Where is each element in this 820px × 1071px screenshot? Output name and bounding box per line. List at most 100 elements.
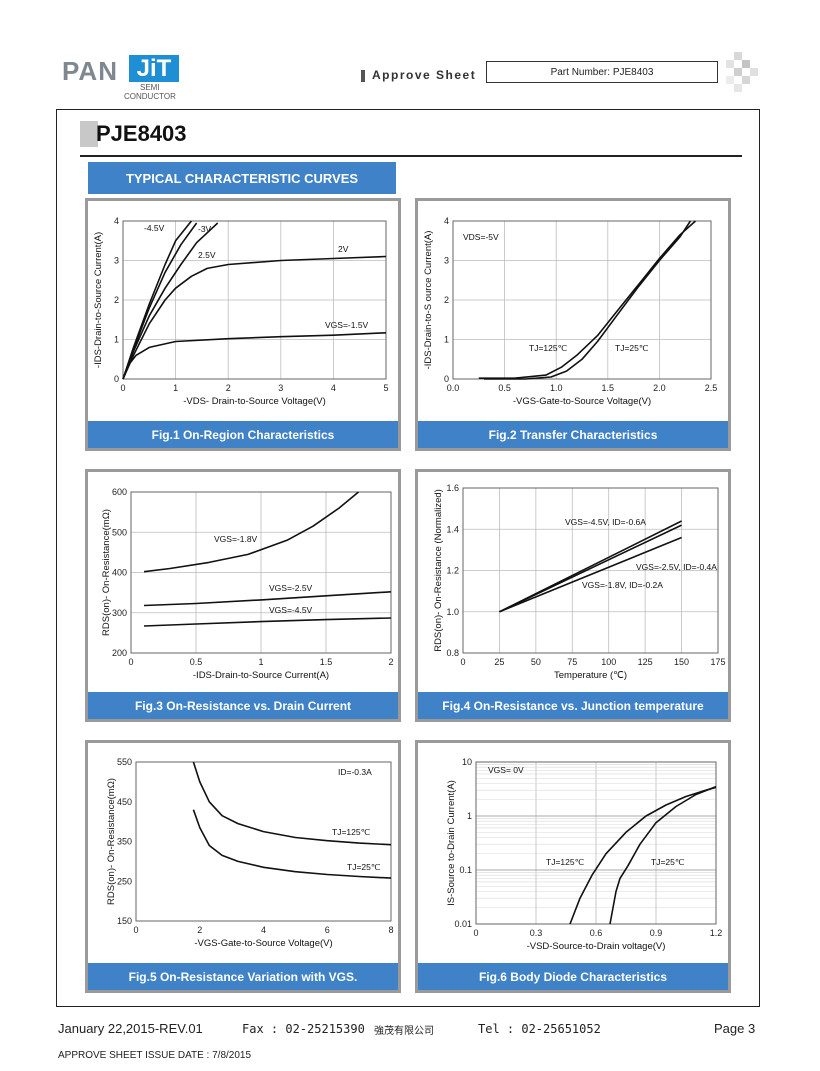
x-tick-label: 6 [325, 925, 330, 935]
chart-fig4-rdson-vs-temp: 0 25 50 75 100 125 150 175 0.8 1.0 1.2 1.4 1.6 Temper… [433, 483, 726, 681]
x-tick-label: 1.5 [320, 657, 333, 667]
y-tick-label: 3 [444, 256, 449, 266]
page-title: PJE8403 [96, 121, 187, 146]
curve-label: 2V [338, 244, 349, 254]
x-tick-label: 0 [460, 657, 465, 667]
plot-area-frame [452, 220, 712, 380]
series-line [478, 220, 697, 379]
x-tick-label: 0.9 [650, 928, 663, 938]
footer-fax: Fax : 02-25215390 [242, 1022, 365, 1036]
y-tick-label: 200 [112, 648, 127, 658]
footer-issue-date: APPROVE SHEET ISSUE DATE : 7/8/2015 [58, 1050, 252, 1061]
curve-label: VGS=-4.5V [269, 605, 313, 615]
curve-label: TJ=25℃ [615, 343, 649, 353]
footer-tel: Tel : 02-25651052 [478, 1022, 601, 1036]
x-tick-label: 0 [128, 657, 133, 667]
x-tick-label: 2 [197, 925, 202, 935]
series-line [143, 617, 392, 627]
x-tick-label: 2.0 [653, 383, 666, 393]
y-tick-label: 0.8 [446, 648, 459, 658]
logo-pan-text: PAN [62, 56, 118, 86]
x-tick-label: 1 [258, 657, 263, 667]
figure-6: 0 0.3 0.6 0.9 1.2 0.01 0.1 1 10 -VSD-Source-to-Dr… [415, 740, 731, 993]
x-tick-label: 2 [388, 657, 393, 667]
x-tick-label: 0 [473, 928, 478, 938]
curve-label: 2.5V [198, 250, 216, 260]
curve-label: VGS=-1.5V [325, 320, 369, 330]
curve-label: VGS=-1.8V [214, 534, 258, 544]
curve-label: TJ=125℃ [332, 827, 371, 837]
x-tick-label: 0.3 [530, 928, 543, 938]
footer-date-rev: January 22,2015-REV.01 [58, 1021, 203, 1036]
x-tick-label: 0.5 [498, 383, 511, 393]
plot-area-frame [135, 761, 392, 922]
y-tick-label: 350 [117, 837, 132, 847]
x-tick-label: 0.6 [590, 928, 603, 938]
series-line [122, 222, 219, 380]
approve-marker [361, 70, 365, 82]
figure-caption: Fig.6 Body Diode Characteristics [418, 963, 728, 990]
plot-area-frame [122, 220, 387, 380]
figure-1: 0 1 2 3 4 5 0 1 2 3 4 -VDS- Drain-to-Source Voltage… [85, 198, 401, 451]
x-tick-label: 1.5 [602, 383, 615, 393]
curve-label: VGS= 0V [488, 765, 524, 775]
y-tick-label: 250 [117, 876, 132, 886]
x-tick-label: 4 [331, 383, 336, 393]
y-axis-title: -IDS-Drain-to-S ource Current(A) [423, 231, 434, 370]
curve-label: TJ=25℃ [651, 857, 685, 867]
series-line [143, 591, 392, 607]
curve-label: VGS=-2.5V [269, 583, 313, 593]
y-tick-label: 0.1 [459, 865, 472, 875]
figure-4: 0 25 50 75 100 125 150 175 0.8 1.0 1.2 1.4 1.6 Temper… [415, 469, 731, 722]
checker-decoration-icon [726, 52, 758, 92]
x-axis-title: -VGS-Gate-to-Source Voltage(V) [513, 396, 651, 407]
series-line [609, 785, 717, 925]
y-tick-label: 300 [112, 608, 127, 618]
chart-fig6-body-diode: 0 0.3 0.6 0.9 1.2 0.01 0.1 1 10 -VSD-Source-to-Dr… [446, 757, 722, 952]
chart-fig1-on-region: 0 1 2 3 4 5 0 1 2 3 4 -VDS- Drain-to-Source Voltage… [93, 216, 389, 407]
chart-fig5-rdson-vs-vgs: 0 2 4 6 8 150 250 350 450 550 -VGS-Gate-to-Source … [106, 757, 394, 949]
y-tick-label: 550 [117, 757, 132, 767]
y-tick-label: 1.0 [446, 607, 459, 617]
x-tick-label: 4 [261, 925, 266, 935]
curve-label: -3V [198, 224, 212, 234]
x-tick-label: 0 [133, 925, 138, 935]
y-tick-label: 4 [444, 216, 449, 226]
x-axis-title: -VGS-Gate-to-Source Voltage(V) [194, 938, 332, 949]
series-line [192, 761, 392, 846]
y-tick-label: 0.01 [454, 919, 472, 929]
x-tick-label: 2 [226, 383, 231, 393]
x-tick-label: 175 [710, 657, 725, 667]
y-tick-label: 500 [112, 527, 127, 537]
curve-label: ID=-0.3A [338, 767, 372, 777]
part-number-box: Part Number: PJE8403 [486, 61, 718, 83]
x-tick-label: 0.0 [447, 383, 460, 393]
y-tick-label: 450 [117, 797, 132, 807]
section-banner: TYPICAL CHARACTERISTIC CURVES [88, 162, 396, 194]
figure-3: 0 0.5 1 1.5 2 200 300 400 500 600 -IDS-Drain-to-So… [85, 469, 401, 722]
chart-fig2-transfer: 0.0 0.5 1.0 1.5 2.0 2.5 0 1 2 3 4 -VGS-Gate-to-Sour… [423, 216, 717, 407]
y-tick-label: 2 [444, 295, 449, 305]
x-tick-label: 0 [120, 383, 125, 393]
series-line [569, 786, 717, 925]
x-tick-label: 1 [173, 383, 178, 393]
figure-5: 0 2 4 6 8 150 250 350 450 550 -VGS-Gate-to-Source … [85, 740, 401, 993]
y-tick-label: 1 [114, 335, 119, 345]
y-axis-title: RDS(on)- On-Resistance(mΩ) [101, 509, 112, 636]
figure-2: 0.0 0.5 1.0 1.5 2.0 2.5 0 1 2 3 4 -VGS-Gate-to-Sour… [415, 198, 731, 451]
x-tick-label: 50 [531, 657, 541, 667]
y-tick-label: 10 [462, 757, 472, 767]
curve-label: VGS=-4.5V, ID=-0.6A [565, 517, 646, 527]
plot-area-frame [462, 487, 719, 654]
x-tick-label: 1.0 [550, 383, 563, 393]
logo-jit-text: JiT [129, 55, 179, 82]
series-line [499, 536, 682, 613]
x-axis-title: -IDS-Drain-to-Source Current(A) [193, 670, 329, 681]
chart-fig3-rdson-vs-id: 0 0.5 1 1.5 2 200 300 400 500 600 -IDS-Drain-to-So… [101, 487, 394, 681]
content-frame [56, 109, 760, 1007]
y-tick-label: 600 [112, 487, 127, 497]
curve-label: -4.5V [144, 223, 165, 233]
y-tick-label: 0 [444, 374, 449, 384]
y-tick-label: 1 [467, 811, 472, 821]
y-tick-label: 2 [114, 295, 119, 305]
